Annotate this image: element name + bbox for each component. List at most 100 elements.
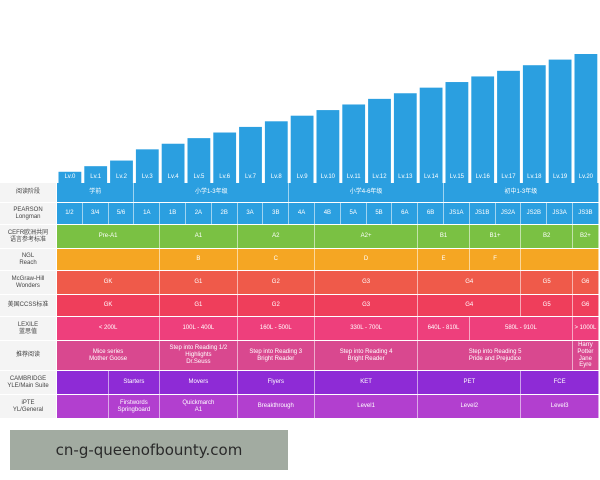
table-row-pearson: PEARSON Longman 1/2 3/4 5/6 1A 1B 2A 2B 3A 3B 4A 4B… [0, 203, 600, 225]
watermark: cn-g-queenofbounty.com [10, 430, 288, 470]
bar-lv16 [471, 76, 495, 183]
bar-label: Lv.10 [321, 174, 336, 180]
table-row-stage: 阅读阶段 学前 小学1-3年级 小学4-6年级 初中1-3年级 [0, 183, 600, 203]
level-bar-chart: Lv.0 Lv.1 Lv.2 Lv.3 Lv.4 Lv.5 Lv.6 Lv.7 Lv.8 Lv.9… [58, 54, 598, 183]
table-cell: 4A [289, 203, 315, 224]
table-cell: G1 [160, 271, 238, 294]
table-cell: Step into Reading 5 Pride and Prejudice [418, 341, 573, 370]
table-cell: 3A [237, 203, 264, 224]
bar-lv7 [239, 126, 262, 183]
table-row-ccss: 美国CCSS标准 GK G1 G2 G3 G4 G5 G6 [0, 295, 600, 317]
bar-label: Lv.16 [476, 174, 491, 180]
row-label: LEXILE 蓝思值 [0, 317, 56, 340]
bar-label: Lv.20 [579, 174, 594, 180]
bar-lv14 [419, 87, 443, 183]
bar-label: Lv.9 [297, 174, 309, 180]
table-cell: 2B [211, 203, 238, 224]
table-cell: D [315, 249, 419, 270]
table-cell: 3B [263, 203, 290, 224]
table-cell: Harry Potter Jane Eyre [573, 341, 599, 370]
bar-label: Lv.19 [553, 174, 568, 180]
table-cell: Mice series Mother Goose [57, 341, 161, 370]
bar-label: Lv.7 [245, 174, 257, 180]
table-row-ngl: NGL Reach B C D E F [0, 249, 600, 271]
table-row-cambridge: CAMBRIDGE YLE/Main Suite Starters Movers Fl… [0, 371, 600, 395]
table-cell: Movers [160, 371, 238, 394]
row-label: CEFR欧洲共同 语言参考标准 [0, 225, 56, 248]
bar-lv15 [445, 82, 469, 183]
table-cell: G3 [315, 271, 419, 294]
bar-label: Lv.18 [527, 174, 542, 180]
bar-label: Lv.8 [271, 174, 283, 180]
bar-label: Lv.14 [424, 174, 439, 180]
table-cell [57, 395, 109, 418]
table-cell: GK [57, 295, 161, 316]
table-cell: Level2 [418, 395, 522, 418]
table-cell: 3/4 [82, 203, 109, 224]
table-cell: 1B [160, 203, 186, 224]
table-row-cefr: CEFR欧洲共同 语言参考标准 Pre-A1 A1 A2 A2+ B1 B1+ B2 B2+ [0, 225, 600, 249]
bar-lv19 [548, 59, 572, 183]
table-cell: PET [418, 371, 522, 394]
table-cell: GK [57, 271, 161, 294]
table-cell: G4 [418, 295, 522, 316]
row-label: 阅读阶段 [0, 183, 56, 202]
table-cell: 100L - 400L [160, 317, 238, 340]
table-cell: Step into Reading 4 Bright Reader [315, 341, 419, 370]
table-cell: B [160, 249, 238, 270]
table-cell [57, 371, 109, 394]
table-cell: 5A [340, 203, 367, 224]
table-cell: Level1 [315, 395, 419, 418]
bar-lv4 [161, 143, 185, 183]
table-cell: 160L - 500L [237, 317, 315, 340]
bar-label: Lv.13 [398, 174, 413, 180]
table-cell: C [237, 249, 315, 270]
table-cell: Starters [108, 371, 161, 394]
watermark-text: cn-g-queenofbounty.com [55, 441, 243, 459]
table-cell: 初中1-3年级 [444, 183, 599, 202]
bar-lv2 [110, 160, 133, 183]
table-cell: G4 [418, 271, 522, 294]
table-cell: G6 [573, 295, 599, 316]
table-row-recommend: 推荐阅读 Mice series Mother Goose Step into Re… [0, 341, 600, 371]
bar-label: Lv.6 [219, 174, 231, 180]
table-cell: JS3B [573, 203, 599, 224]
table-cell: 小学1-3年级 [134, 183, 290, 202]
row-label: 美国CCSS标准 [0, 295, 56, 316]
table-cell: 6B [418, 203, 444, 224]
table-cell: A2+ [315, 225, 419, 248]
table-cell: B1 [418, 225, 470, 248]
bar-label: Lv.5 [193, 174, 205, 180]
table-cell: 1A [134, 203, 161, 224]
table-cell: Level3 [521, 395, 599, 418]
bar-label: Lv.4 [168, 174, 180, 180]
table-cell: 640L - 810L [418, 317, 470, 340]
table-cell: 1/2 [57, 203, 83, 224]
table-cell: JS2B [521, 203, 548, 224]
table-cell: 2A [186, 203, 212, 224]
bar-lv11 [342, 104, 366, 183]
bar-lv13 [393, 93, 417, 183]
table-cell: JS3A [547, 203, 573, 224]
table-cell: Breakthrough [237, 395, 315, 418]
bar-label: Lv.3 [142, 174, 154, 180]
table-cell: JS1B [469, 203, 496, 224]
table-cell: G3 [315, 295, 419, 316]
table-row-mcgraw: McGraw-Hill Wonders GK G1 G2 G3 G4 G5 G6 [0, 271, 600, 295]
table-cell: 580L - 910L [469, 317, 573, 340]
table-cell: A2 [237, 225, 315, 248]
row-label: NGL Reach [0, 249, 56, 270]
bar-lv3 [135, 149, 159, 183]
table-cell: F [469, 249, 522, 270]
bar-lv1 [84, 166, 108, 183]
bar-lv9 [290, 115, 314, 183]
table-cell: 4B [315, 203, 341, 224]
table-cell: G6 [573, 271, 599, 294]
table-cell: FCE [521, 371, 599, 394]
bar-label: Lv.11 [347, 174, 361, 180]
table-cell: Step into Reading 3 Bright Reader [237, 341, 315, 370]
bar-label: Lv.0 [64, 174, 76, 180]
table-cell: G5 [521, 271, 573, 294]
bar-label: Lv.2 [116, 174, 128, 180]
row-label: iPTE YL/General [0, 395, 56, 418]
